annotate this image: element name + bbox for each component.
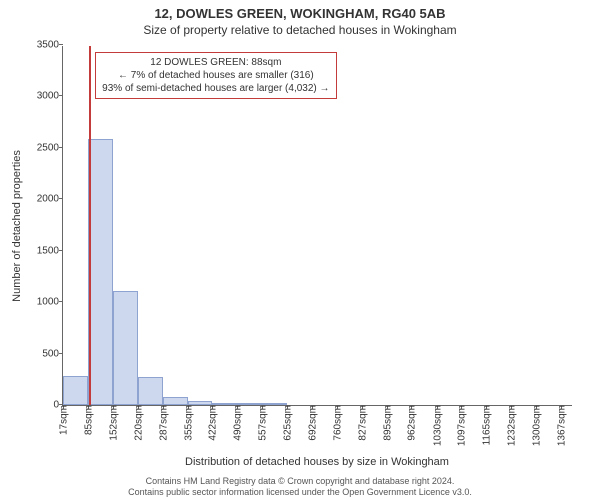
x-tick-label: 85sqm — [82, 405, 95, 435]
y-tick-label: 3000 — [37, 91, 63, 102]
attribution-footer: Contains HM Land Registry data © Crown c… — [0, 476, 600, 498]
callout-line-2: ← 7% of detached houses are smaller (316… — [102, 69, 329, 82]
y-tick-label: 3500 — [37, 40, 63, 51]
x-tick-label: 1030sqm — [430, 405, 443, 446]
x-tick-label: 287sqm — [156, 405, 169, 441]
x-tick-label: 490sqm — [231, 405, 244, 441]
histogram-bar — [113, 291, 138, 405]
callout-line-1: 12 DOWLES GREEN: 88sqm — [102, 56, 329, 69]
footer-line-2: Contains public sector information licen… — [0, 487, 600, 498]
y-tick-mark — [59, 95, 63, 96]
x-tick-label: 1300sqm — [530, 405, 543, 446]
y-tick-label: 2500 — [37, 142, 63, 153]
y-tick-mark — [59, 301, 63, 302]
histogram-bar — [63, 376, 88, 405]
histogram-bar — [262, 403, 287, 405]
plot: 050010001500200025003000350017sqm85sqm15… — [62, 46, 572, 406]
histogram-bar — [163, 397, 188, 405]
histogram-bar — [88, 139, 113, 405]
x-tick-label: 895sqm — [380, 405, 393, 441]
x-tick-label: 1367sqm — [554, 405, 567, 446]
y-tick-label: 500 — [42, 348, 63, 359]
chart-subtitle: Size of property relative to detached ho… — [0, 21, 600, 41]
chart-title: 12, DOWLES GREEN, WOKINGHAM, RG40 5AB — [0, 0, 600, 21]
histogram-bar — [212, 403, 237, 405]
x-tick-label: 422sqm — [206, 405, 219, 441]
x-tick-label: 1165sqm — [480, 405, 493, 445]
y-axis-label: Number of detached properties — [10, 46, 24, 406]
x-tick-label: 1232sqm — [505, 405, 518, 446]
y-tick-label: 1500 — [37, 245, 63, 256]
x-tick-label: 760sqm — [330, 405, 343, 441]
plot-area: 050010001500200025003000350017sqm85sqm15… — [62, 46, 572, 406]
x-axis-label: Distribution of detached houses by size … — [62, 456, 572, 468]
histogram-bar — [138, 377, 163, 405]
x-tick-label: 355sqm — [181, 405, 194, 441]
callout-line-3: 93% of semi-detached houses are larger (… — [102, 82, 329, 95]
y-tick-mark — [59, 44, 63, 45]
x-tick-label: 625sqm — [281, 405, 294, 441]
x-tick-label: 1097sqm — [455, 405, 468, 446]
x-tick-label: 827sqm — [355, 405, 368, 441]
x-tick-label: 692sqm — [305, 405, 318, 441]
x-tick-label: 17sqm — [57, 405, 70, 435]
chart-container: 12, DOWLES GREEN, WOKINGHAM, RG40 5AB Si… — [0, 0, 600, 500]
x-tick-label: 557sqm — [256, 405, 269, 441]
histogram-bar — [237, 403, 262, 405]
y-tick-mark — [59, 147, 63, 148]
footer-line-1: Contains HM Land Registry data © Crown c… — [0, 476, 600, 487]
x-tick-label: 962sqm — [405, 405, 418, 441]
x-tick-label: 152sqm — [106, 405, 119, 441]
x-tick-label: 220sqm — [131, 405, 144, 441]
y-tick-mark — [59, 353, 63, 354]
histogram-bar — [188, 401, 213, 405]
y-tick-label: 2000 — [37, 194, 63, 205]
y-tick-mark — [59, 250, 63, 251]
y-tick-label: 1000 — [37, 297, 63, 308]
property-marker-line — [89, 46, 91, 405]
y-tick-mark — [59, 198, 63, 199]
property-callout: 12 DOWLES GREEN: 88sqm← 7% of detached h… — [95, 52, 336, 99]
